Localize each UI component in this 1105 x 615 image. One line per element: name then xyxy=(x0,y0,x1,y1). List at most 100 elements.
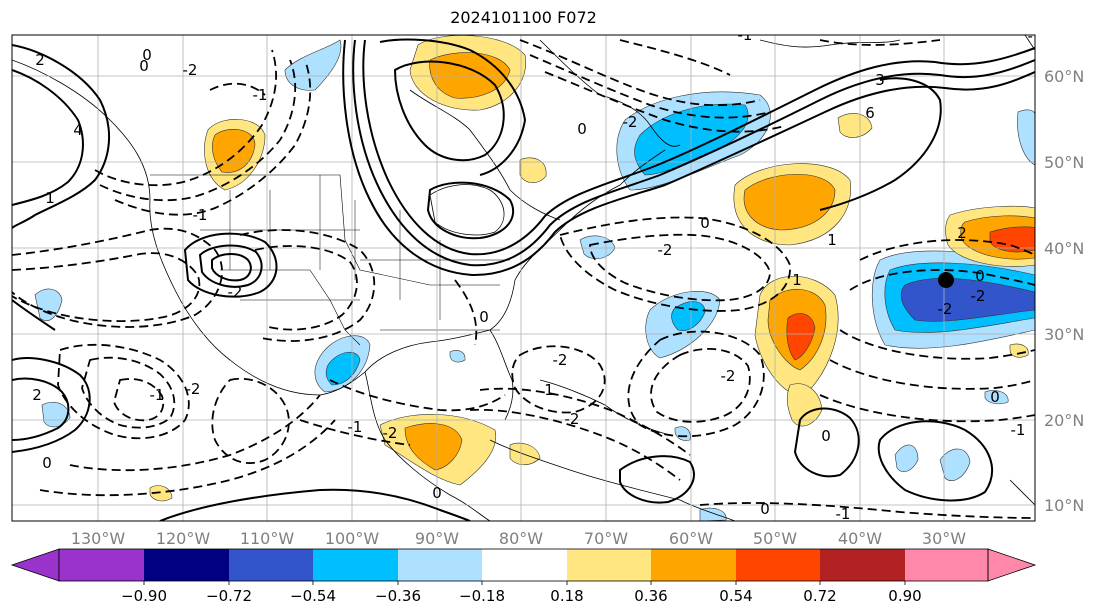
colorbar-bin xyxy=(482,549,567,581)
shaded-anomalies xyxy=(34,35,1035,521)
contour-label: 0 xyxy=(42,454,52,472)
contour-label: -2 xyxy=(186,380,201,398)
coast-africa xyxy=(1009,479,1035,506)
shade-neg-e-atl2 xyxy=(894,444,919,473)
lat-label: 10°N xyxy=(1044,496,1084,515)
shade-pos-atl-mid-core xyxy=(743,174,836,231)
shade-pos-small-1 xyxy=(837,113,873,138)
contour-label: -1 xyxy=(1028,27,1043,45)
colorbar-bin xyxy=(820,549,905,581)
colorbar-bin xyxy=(59,549,144,581)
map-frame xyxy=(11,34,1036,522)
contour-label: 0 xyxy=(975,267,985,285)
colorbar-bin xyxy=(651,549,736,581)
contour-label: -1 xyxy=(1011,421,1026,439)
lat-label: 60°N xyxy=(1044,67,1084,86)
coastlines xyxy=(12,35,1035,521)
contour-label: 1 xyxy=(544,381,554,399)
lon-label: 120°W xyxy=(156,529,211,548)
shade-pos-central-atl-max xyxy=(786,313,816,361)
colorbar-tick: 0.72 xyxy=(803,587,836,605)
contour-label: 0 xyxy=(577,120,587,138)
lat-label: 40°N xyxy=(1044,239,1084,258)
contour-label: 0 xyxy=(760,500,770,518)
contour-label: 0 xyxy=(142,46,152,64)
contour-label: -1 xyxy=(253,86,268,104)
colorbar-tick: −0.90 xyxy=(121,587,167,605)
contour-label: -2 xyxy=(565,410,580,428)
map-title: 2024101100 F072 xyxy=(450,8,597,27)
longitude-axis: 130°W 120°W 110°W 100°W 90°W 80°W 70°W 6… xyxy=(71,529,966,548)
shade-pos-central-am-core xyxy=(404,423,463,471)
shade-pos-small-4 xyxy=(149,485,173,502)
shade-neg-ne xyxy=(1017,109,1035,166)
colorbar-bin xyxy=(398,549,482,581)
colorbar-extend-low xyxy=(10,548,60,582)
colorbar-frame xyxy=(58,548,989,582)
contour-label: -2 xyxy=(228,283,243,301)
contour-label: -2 xyxy=(938,300,953,318)
contour-label: -1 xyxy=(738,26,753,44)
contour-label: -2 xyxy=(553,351,568,369)
lon-label: 70°W xyxy=(584,529,628,548)
colorbar-tick: 0.18 xyxy=(550,587,583,605)
colorbar-bin xyxy=(905,549,988,581)
contour-label: -2 xyxy=(383,424,398,442)
colorbar-bin xyxy=(736,549,820,581)
shade-neg-small-9 xyxy=(984,390,1009,405)
coast-gulf-atlantic xyxy=(364,149,666,373)
shade-pos-far-east-max xyxy=(989,226,1035,253)
lon-label: 50°W xyxy=(753,529,797,548)
coast-hudson xyxy=(409,89,561,221)
coast-caribbean xyxy=(539,379,671,436)
colorbar-tick: −0.36 xyxy=(375,587,421,605)
shade-neg-caribbean-n-core xyxy=(671,301,706,331)
colorbar-tick: 0.36 xyxy=(634,587,667,605)
lon-label: 80°W xyxy=(499,529,543,548)
contour-label: 0 xyxy=(139,57,149,75)
contour-label: 0 xyxy=(990,388,1000,406)
contour-label: -1 xyxy=(348,418,363,436)
shade-neg-se-atl xyxy=(939,448,971,482)
lon-label: 60°W xyxy=(669,529,713,548)
shade-neg-east-core xyxy=(900,278,1035,322)
shade-pos-small-5 xyxy=(1009,343,1029,358)
contour-label: 3 xyxy=(875,71,885,89)
lon-label: 40°W xyxy=(838,529,882,548)
lon-label: 100°W xyxy=(325,529,380,548)
shade-neg-gulf-core xyxy=(325,352,361,386)
colorbar-tick: −0.54 xyxy=(290,587,336,605)
colorbar-tick: 0.90 xyxy=(888,587,921,605)
coast-labrador xyxy=(539,39,681,147)
coast-iceland xyxy=(1024,35,1035,51)
contour-label: -1 xyxy=(150,386,165,404)
border-us-canada xyxy=(150,174,500,286)
latitude-axis: 60°N 50°N 40°N 30°N 20°N 10°N xyxy=(1044,67,1084,515)
colorbar-tick: −0.72 xyxy=(206,587,252,605)
storm-center-marker xyxy=(938,272,954,288)
coast-greenland xyxy=(759,39,901,48)
contour-label: 2 xyxy=(957,224,967,242)
contour-label: -2 xyxy=(971,287,986,305)
contour-labels: 0 -2 -1 2 4 6 -2 -1 0 1 3 -2 0 -2 2 -1 -… xyxy=(32,26,1043,523)
contour-label: 4 xyxy=(73,121,83,139)
contour-label: 0 xyxy=(821,427,831,445)
lon-label: 130°W xyxy=(71,529,126,548)
contour-label: -1 xyxy=(836,505,851,523)
contour-label: 1 xyxy=(792,271,802,289)
colorbar-bin xyxy=(144,549,229,581)
contour-label: -2 xyxy=(658,241,673,259)
shade-neg-small-8 xyxy=(449,350,466,363)
lat-label: 30°N xyxy=(1044,325,1084,344)
contour-label: -2 xyxy=(721,367,736,385)
colorbar: −0.90 −0.72 −0.54 −0.36 −0.18 0.18 0.36 … xyxy=(10,548,1037,605)
colorbar-extend-high xyxy=(987,548,1037,582)
colorbar-bin xyxy=(567,549,651,581)
contours-dashed xyxy=(12,39,1035,519)
colorbar-tick: −0.18 xyxy=(459,587,505,605)
lon-label: 90°W xyxy=(415,529,459,548)
coast-south-america xyxy=(489,439,736,521)
colorbar-bin xyxy=(313,549,398,581)
map-plot-area: 0 -2 -1 2 4 6 -2 -1 0 1 3 -2 0 -2 2 -1 -… xyxy=(12,26,1043,523)
